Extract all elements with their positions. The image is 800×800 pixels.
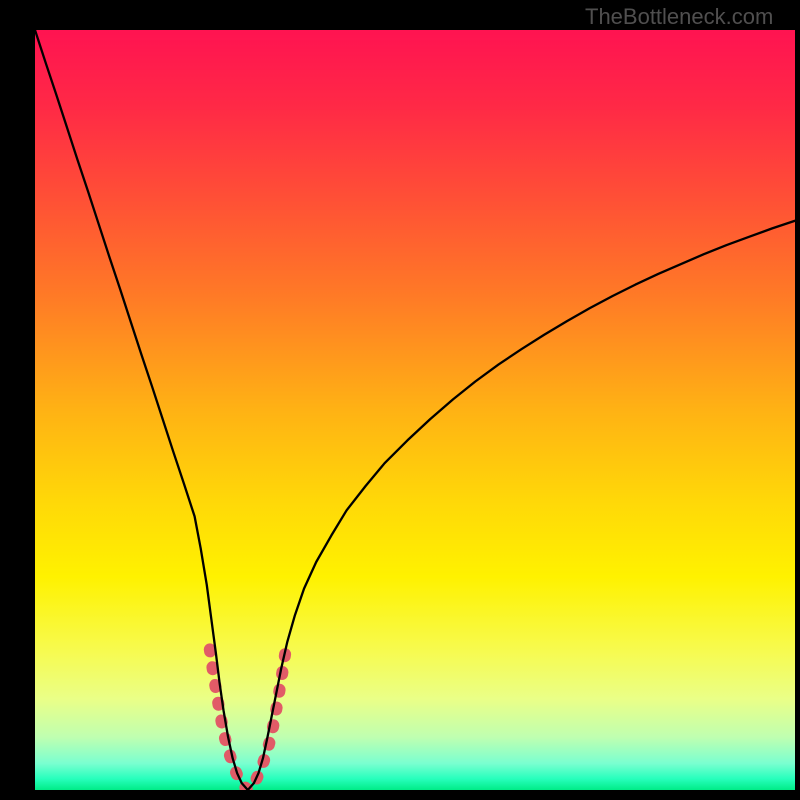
plot-area (35, 30, 795, 790)
chart-stage: TheBottleneck.com (0, 0, 800, 800)
watermark-text: TheBottleneck.com (585, 4, 773, 30)
gradient-background (35, 30, 795, 790)
chart-svg (35, 30, 795, 790)
